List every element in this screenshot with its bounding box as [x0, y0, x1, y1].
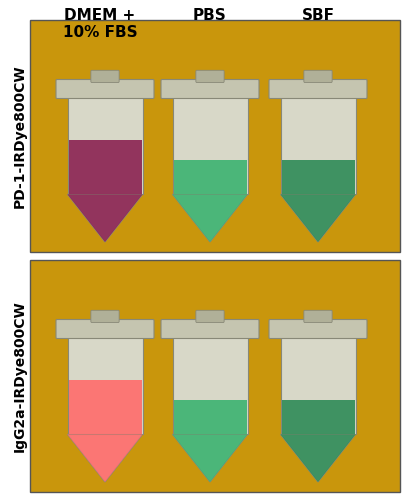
Polygon shape: [281, 194, 356, 242]
Text: SBF: SBF: [301, 8, 335, 23]
Text: DMEM +
10% FBS: DMEM + 10% FBS: [63, 8, 137, 40]
FancyBboxPatch shape: [269, 320, 367, 338]
Bar: [173, 92, 247, 194]
FancyBboxPatch shape: [196, 310, 224, 322]
Bar: [30, 260, 400, 492]
Polygon shape: [281, 194, 356, 242]
Polygon shape: [173, 434, 247, 482]
Text: PBS: PBS: [193, 8, 227, 23]
Polygon shape: [68, 194, 143, 242]
FancyBboxPatch shape: [91, 310, 119, 322]
FancyBboxPatch shape: [56, 320, 154, 338]
FancyBboxPatch shape: [196, 70, 224, 83]
Bar: [68, 380, 141, 434]
FancyBboxPatch shape: [91, 70, 119, 83]
Polygon shape: [281, 434, 356, 482]
Bar: [281, 92, 356, 194]
Text: PD-1-IRDye800CW: PD-1-IRDye800CW: [13, 64, 27, 208]
Bar: [30, 20, 400, 252]
Bar: [68, 332, 143, 434]
FancyBboxPatch shape: [304, 70, 332, 83]
FancyBboxPatch shape: [161, 320, 259, 338]
Bar: [173, 332, 247, 434]
FancyBboxPatch shape: [56, 80, 154, 98]
Polygon shape: [173, 434, 247, 482]
Polygon shape: [68, 434, 143, 482]
Polygon shape: [173, 194, 247, 242]
Bar: [68, 140, 141, 194]
Polygon shape: [281, 434, 356, 482]
FancyBboxPatch shape: [304, 310, 332, 322]
Bar: [173, 400, 247, 434]
FancyBboxPatch shape: [269, 80, 367, 98]
Polygon shape: [68, 434, 143, 482]
Bar: [173, 160, 247, 194]
Polygon shape: [68, 194, 143, 242]
FancyBboxPatch shape: [161, 80, 259, 98]
Bar: [281, 160, 354, 194]
Bar: [68, 92, 143, 194]
Polygon shape: [173, 194, 247, 242]
Bar: [281, 400, 354, 434]
Bar: [281, 332, 356, 434]
Text: IgG2a-IRDye800CW: IgG2a-IRDye800CW: [13, 300, 27, 452]
